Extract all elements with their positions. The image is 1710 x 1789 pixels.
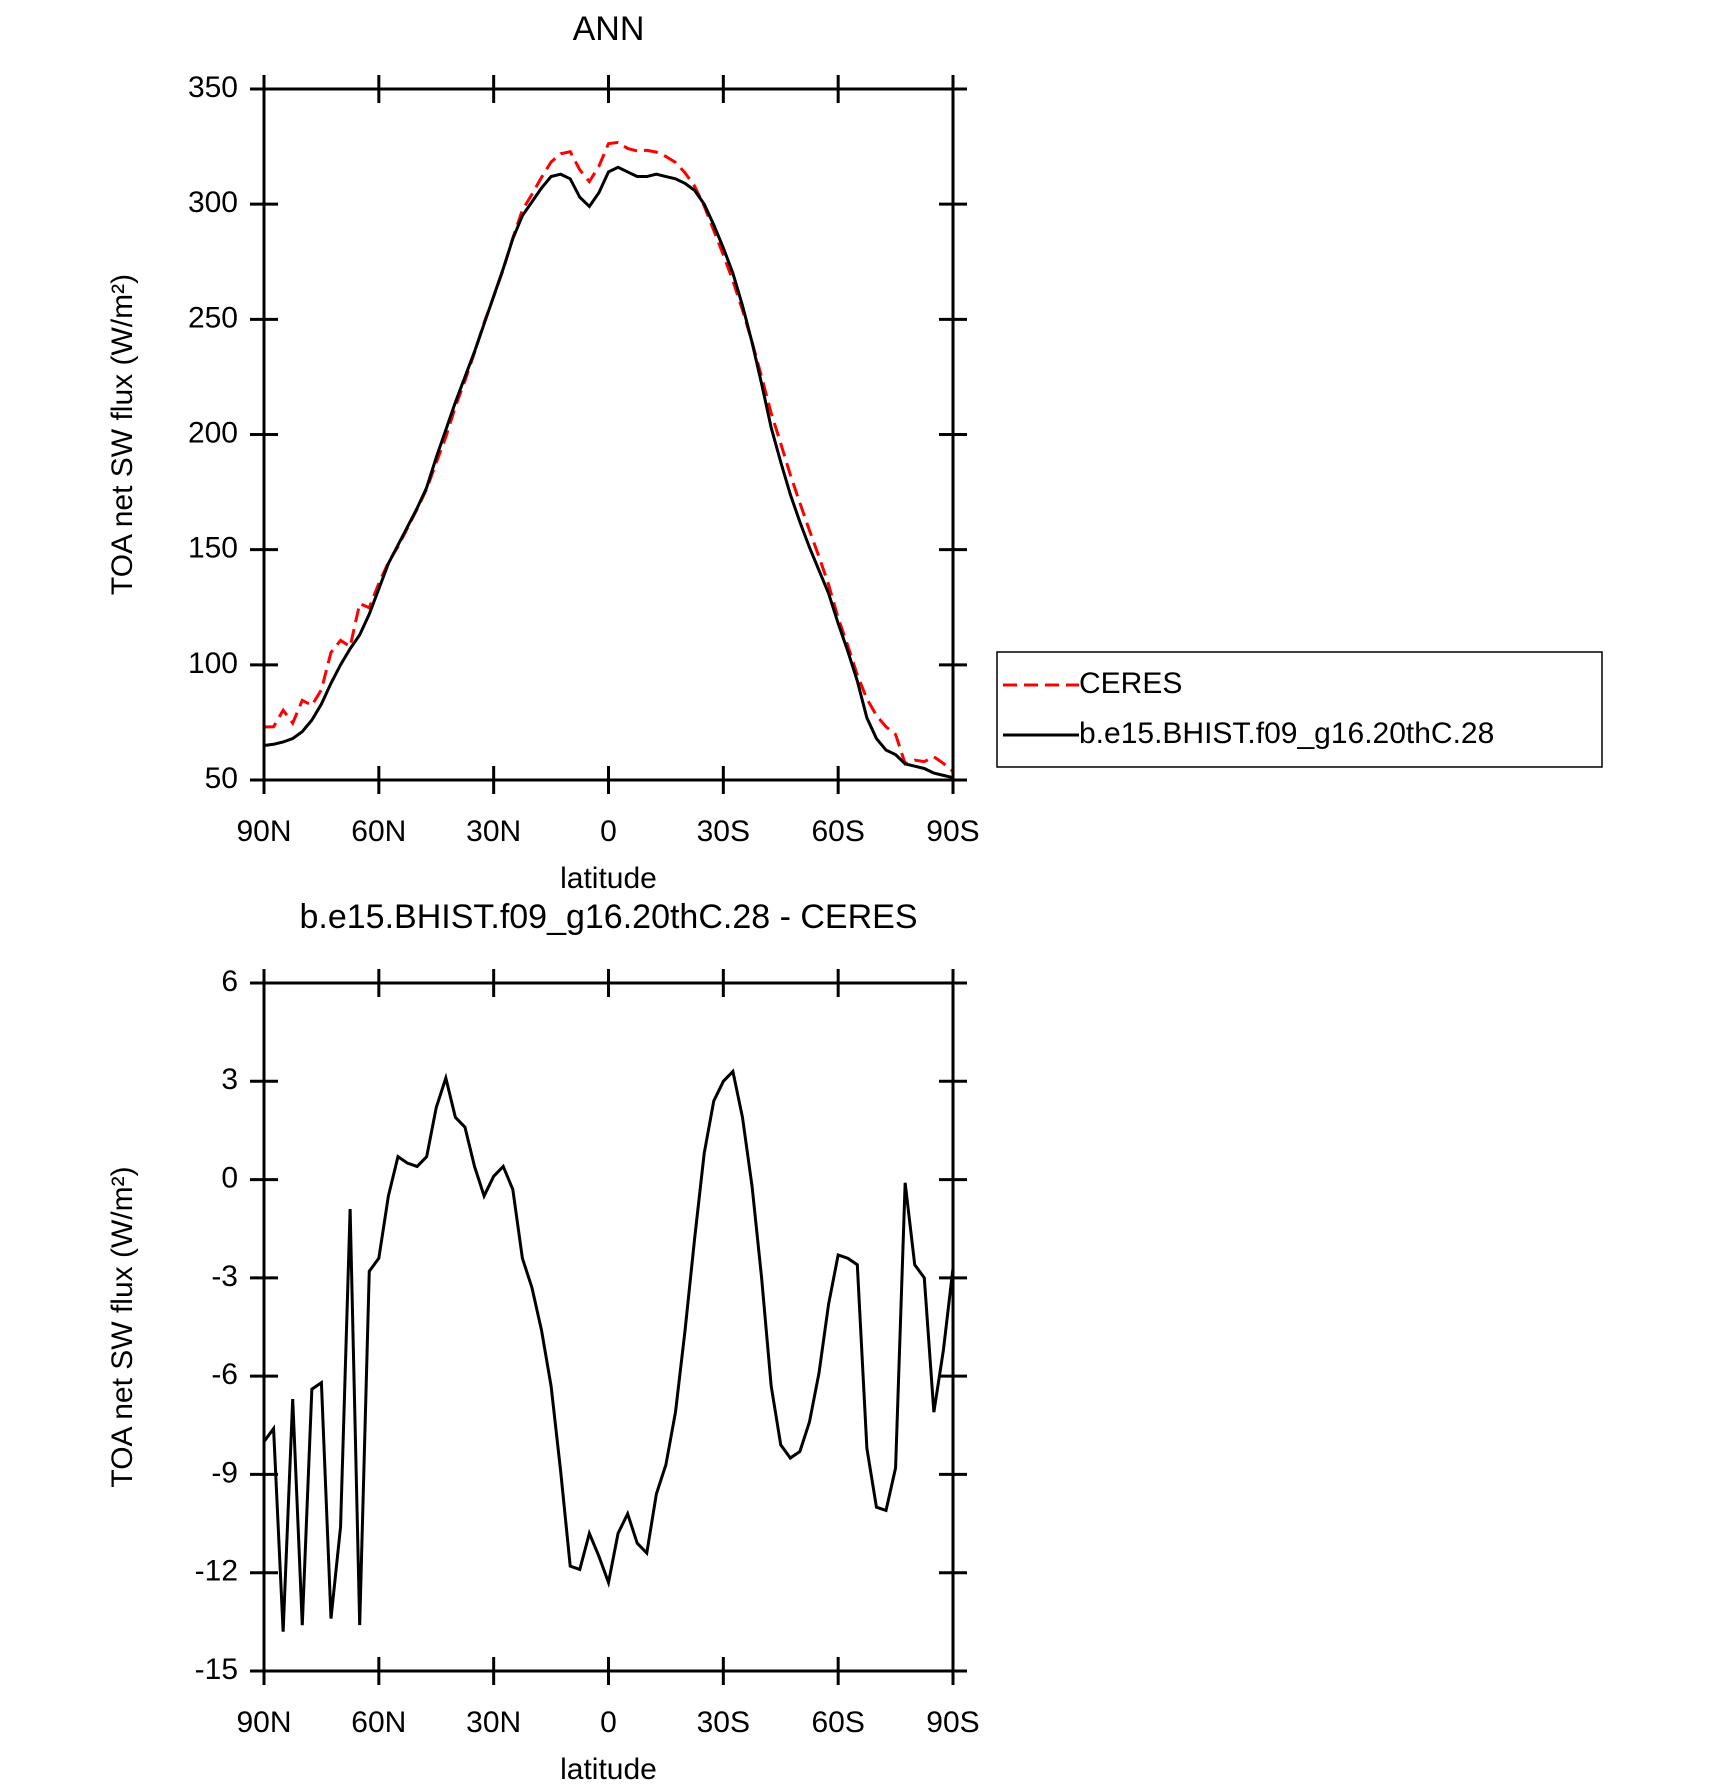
chart-title: b.e15.BHIST.f09_g16.20thC.28 - CERES [299, 898, 917, 936]
legend-label: b.e15.BHIST.f09_g16.20thC.28 [1079, 717, 1494, 750]
y-tick-label: 150 [188, 532, 238, 565]
chart-title: ANN [573, 10, 645, 48]
y-tick-label: 350 [188, 71, 238, 104]
x-tick-label: 30N [466, 815, 521, 848]
y-tick-label: 250 [188, 301, 238, 334]
x-tick-label: 90S [926, 1706, 979, 1739]
x-tick-label: 30N [466, 1706, 521, 1739]
y-tick-label: -6 [211, 1358, 238, 1391]
x-tick-label: 90S [926, 815, 979, 848]
x-tick-label: 60N [351, 1706, 406, 1739]
x-tick-label: 60N [351, 815, 406, 848]
x-tick-label: 60S [811, 815, 864, 848]
data-line [263, 140, 954, 773]
x-axis-label: latitude [560, 1753, 657, 1786]
x-tick-label: 30S [697, 815, 750, 848]
y-tick-label: 300 [188, 186, 238, 219]
legend-label: CERES [1079, 667, 1182, 700]
y-tick-label: -15 [195, 1653, 238, 1686]
y-tick-label: 6 [221, 965, 238, 998]
y-tick-label: -3 [211, 1260, 238, 1293]
data-line [263, 165, 954, 780]
y-tick-label: -12 [195, 1555, 238, 1588]
y-axis-label: TOA net SW flux (W/m²) [106, 1166, 139, 1487]
y-axis-label: TOA net SW flux (W/m²) [106, 274, 139, 595]
x-tick-label: 30S [697, 1706, 750, 1739]
x-tick-label: 60S [811, 1706, 864, 1739]
x-axis-label: latitude [560, 862, 657, 895]
plot-frame [262, 87, 955, 782]
x-tick-label: 0 [600, 1706, 617, 1739]
y-tick-label: 0 [221, 1161, 238, 1194]
data-line [262, 1068, 955, 1632]
y-tick-label: 3 [221, 1063, 238, 1096]
x-tick-label: 0 [600, 815, 617, 848]
y-tick-label: -9 [211, 1456, 238, 1489]
x-tick-label: 90N [236, 1706, 291, 1739]
y-tick-label: 100 [188, 647, 238, 680]
legend-box [996, 651, 1603, 768]
x-tick-label: 90N [236, 815, 291, 848]
y-tick-label: 50 [205, 762, 238, 795]
y-tick-label: 200 [188, 416, 238, 449]
